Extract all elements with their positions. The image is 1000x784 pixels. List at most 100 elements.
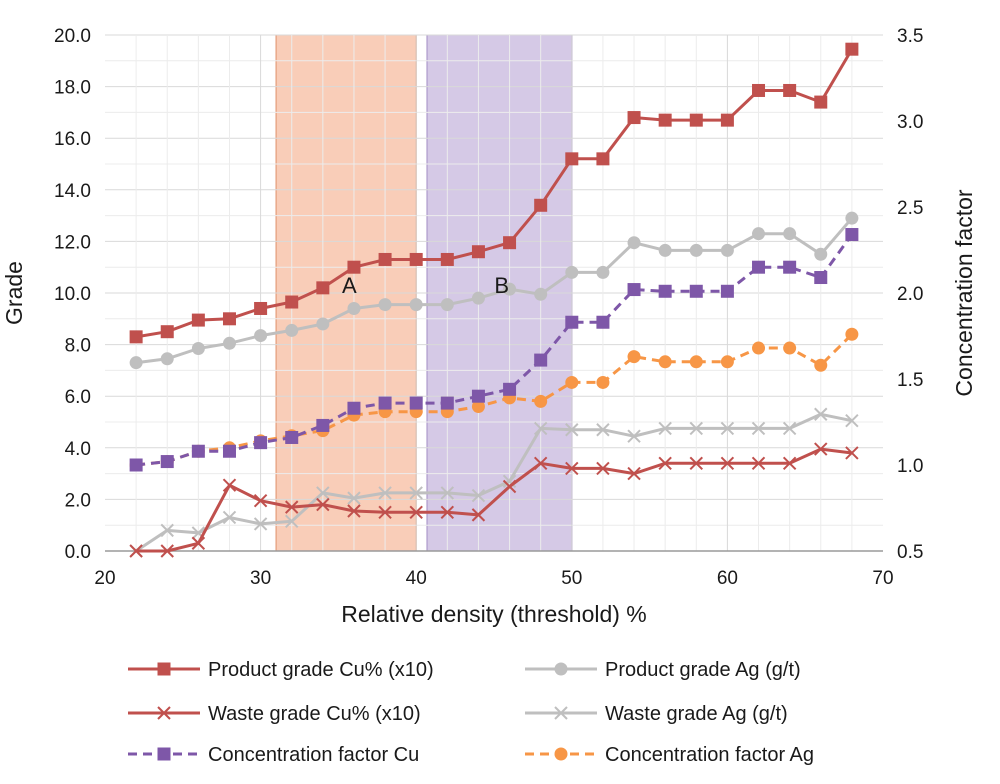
legend: Product grade Cu% (x10) Product grade Ag … <box>128 659 814 766</box>
y-tick-label: 2.0 <box>65 490 91 511</box>
data-point <box>534 198 548 212</box>
x-stroke <box>409 505 423 520</box>
x-stroke <box>814 407 828 421</box>
y2-tick-label: 2.5 <box>897 198 923 219</box>
data-point <box>534 394 548 408</box>
data-point <box>565 315 579 329</box>
x-stroke <box>471 508 486 522</box>
data-point <box>347 491 361 505</box>
legend-item: Product grade Cu% (x10) <box>128 659 434 681</box>
data-point <box>534 353 548 367</box>
data-point <box>720 284 734 298</box>
y-axis-title: Grade <box>1 261 27 325</box>
y-tick-label: 8.0 <box>65 336 91 357</box>
region-label-b: B <box>494 273 509 298</box>
data-point <box>409 298 423 312</box>
y2-axis-title: Concentration factor <box>951 189 977 396</box>
data-point <box>129 458 143 472</box>
data-point <box>471 291 485 305</box>
data-point <box>689 456 703 470</box>
x-stroke <box>782 456 797 470</box>
data-point <box>191 536 206 550</box>
data-point <box>596 461 610 476</box>
data-point <box>845 414 859 428</box>
data-point <box>783 227 797 241</box>
data-point <box>534 287 548 301</box>
data-point <box>596 152 610 166</box>
data-point <box>129 356 143 370</box>
data-point <box>378 298 392 312</box>
tick-labels: 20 30 40 50 60 70 0.0 2.0 4.0 6.0 8.0 10.0 12.0 14.0 1… <box>54 26 923 589</box>
data-point <box>503 236 517 250</box>
x-stroke <box>565 423 579 437</box>
data-point <box>222 444 236 458</box>
series-line <box>136 447 853 553</box>
y2-tick-label: 1.0 <box>897 456 923 477</box>
x-tick-label: 50 <box>561 568 582 589</box>
data-point <box>689 421 703 436</box>
x-stroke <box>533 456 548 470</box>
x-stroke <box>814 442 828 456</box>
data-point <box>502 479 517 494</box>
x-stroke <box>471 488 486 503</box>
data-point <box>720 456 735 470</box>
data-point <box>160 544 174 558</box>
data-point <box>129 544 143 558</box>
series-product-grade-cu-x10 <box>129 42 859 344</box>
data-point <box>316 418 330 432</box>
data-point <box>440 396 454 410</box>
x-stroke <box>316 497 330 512</box>
data-point <box>658 284 672 298</box>
data-point <box>627 350 641 364</box>
data-point <box>752 83 766 97</box>
x-stroke <box>347 504 361 518</box>
data-point <box>378 396 392 410</box>
legend-marker <box>554 747 568 761</box>
legend-item: Concentration factor Ag <box>525 744 814 766</box>
x-stroke <box>627 429 641 443</box>
data-point <box>160 352 174 366</box>
x-stroke <box>129 544 143 558</box>
data-point <box>689 284 703 298</box>
data-point <box>347 260 361 274</box>
data-point <box>222 510 237 525</box>
data-point <box>440 486 455 500</box>
x-stroke <box>658 421 672 436</box>
x-stroke <box>222 510 237 525</box>
x-stroke <box>222 478 237 492</box>
x-stroke <box>751 421 766 436</box>
data-point <box>689 113 703 127</box>
data-point <box>222 478 237 492</box>
data-point <box>129 330 143 344</box>
x-stroke <box>191 526 206 540</box>
legend-item: Waste grade Ag (g/t) <box>525 703 788 725</box>
x-stroke <box>596 423 610 437</box>
x-stroke <box>502 479 517 494</box>
data-point <box>285 430 299 444</box>
x-tick-label: 40 <box>406 568 427 589</box>
y-tick-label: 0.0 <box>65 542 91 563</box>
x-stroke <box>253 517 268 531</box>
data-point <box>254 301 268 315</box>
y-tick-label: 20.0 <box>54 26 91 47</box>
data-point <box>658 355 672 369</box>
data-point <box>316 317 330 331</box>
data-point <box>503 282 517 296</box>
x-stroke <box>845 446 859 460</box>
y-tick-label: 18.0 <box>54 78 91 99</box>
x-stroke <box>191 536 206 550</box>
data-point <box>503 382 517 396</box>
data-point <box>783 260 797 274</box>
data-point <box>814 247 828 261</box>
data-point <box>285 514 299 529</box>
x-stroke <box>253 493 268 508</box>
data-point <box>814 442 828 456</box>
x-stroke <box>720 456 735 470</box>
data-point <box>378 505 392 520</box>
x-stroke <box>845 414 859 428</box>
legend-item: Waste grade Cu% (x10) <box>128 703 421 725</box>
x-stroke <box>782 421 797 436</box>
series-line <box>135 412 853 553</box>
data-point <box>783 341 797 355</box>
x-stroke <box>440 505 455 520</box>
